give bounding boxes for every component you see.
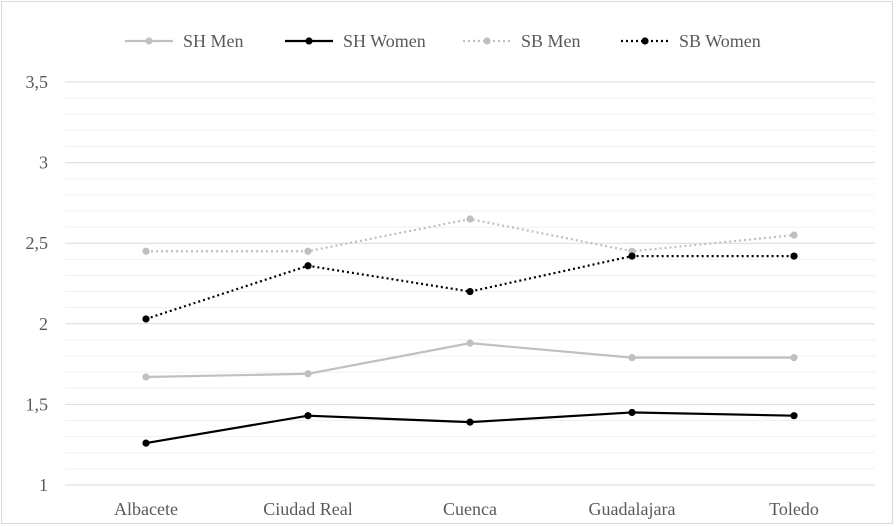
data-point [304, 370, 312, 378]
data-point [790, 252, 798, 260]
x-tick-label: Albacete [114, 499, 178, 519]
series-sb-men [142, 215, 798, 255]
data-point [466, 215, 474, 223]
x-tick-label: Guadalajara [589, 499, 676, 519]
legend-item: SB Men [463, 31, 581, 51]
series-sh-men [142, 339, 798, 381]
legend-swatch-marker [483, 37, 491, 45]
legend-item: SH Women [285, 31, 426, 51]
y-tick-label: 1 [39, 475, 48, 495]
y-tick-label: 2 [39, 314, 48, 334]
legend-label: SH Men [183, 31, 244, 51]
data-point [142, 247, 150, 255]
data-point [790, 354, 798, 362]
series-line [145, 411, 795, 445]
data-point [142, 373, 150, 381]
legend-swatch-marker [641, 37, 649, 45]
legend-label: SH Women [343, 31, 426, 51]
series-sh-women [142, 408, 798, 447]
data-point [142, 315, 150, 323]
series-sb-women [142, 252, 798, 323]
data-point [466, 287, 474, 296]
legend-item: SH Men [125, 31, 244, 51]
y-axis-ticks: 1 1,5 2 2,5 3 3,5 [26, 72, 49, 495]
data-point [304, 412, 312, 420]
data-point [628, 408, 636, 417]
y-tick-label: 1,5 [26, 394, 49, 414]
x-axis-ticks: Albacete Ciudad Real Cuenca Guadalajara Tole… [114, 499, 819, 519]
legend-item: SB Women [621, 31, 761, 51]
data-point [466, 418, 474, 426]
y-tick-label: 2,5 [26, 233, 49, 253]
series-group [142, 215, 798, 447]
series-line [145, 254, 794, 321]
legend: SH Men SH Women SB Men SB Women [125, 31, 761, 51]
data-point [790, 231, 798, 239]
data-point [304, 262, 312, 270]
data-point [628, 252, 636, 260]
y-tick-label: 3,5 [26, 72, 49, 92]
data-point [466, 339, 474, 347]
x-tick-label: Ciudad Real [263, 499, 352, 519]
data-point [304, 247, 312, 255]
y-tick-label: 3 [39, 153, 48, 173]
data-point [628, 354, 636, 362]
data-point [142, 439, 150, 447]
legend-label: SB Men [521, 31, 581, 51]
legend-label: SB Women [679, 31, 761, 51]
legend-swatch-marker [305, 37, 313, 45]
x-tick-label: Toledo [769, 499, 819, 519]
legend-swatch-marker [145, 37, 153, 45]
series-line [146, 217, 795, 253]
x-tick-label: Cuenca [443, 499, 497, 519]
data-point [790, 412, 798, 420]
